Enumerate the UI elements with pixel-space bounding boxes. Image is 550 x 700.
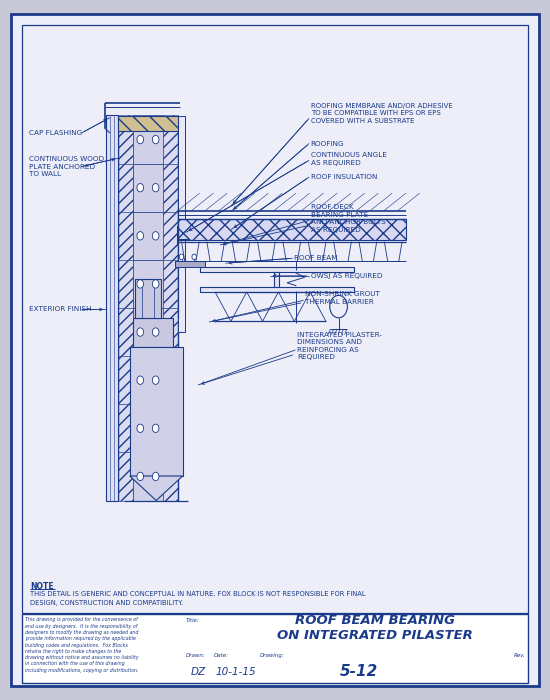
Circle shape	[152, 183, 159, 192]
Text: 5-12: 5-12	[340, 664, 378, 680]
Bar	[118, 116, 133, 164]
Bar	[163, 405, 178, 452]
Circle shape	[179, 254, 184, 260]
Text: NON-SHRINK GROUT
THERMAL BARRIER: NON-SHRINK GROUT THERMAL BARRIER	[305, 291, 380, 305]
Bar	[163, 452, 178, 500]
Text: ROOF DECK
BEARING PLATE
AND ANCHOR BOLTS
AS REQUIRED: ROOF DECK BEARING PLATE AND ANCHOR BOLTS…	[311, 204, 386, 232]
Bar	[118, 356, 133, 405]
Text: DZ: DZ	[191, 667, 206, 677]
Bar	[133, 212, 163, 260]
Bar	[163, 212, 178, 260]
Text: ROOFING MEMBRANE AND/OR ADHESIVE
TO BE COMPATIBLE WITH EPS OR EPS
COVERED WITH A: ROOFING MEMBRANE AND/OR ADHESIVE TO BE C…	[311, 103, 453, 124]
Bar	[130, 346, 183, 476]
Bar	[175, 261, 205, 267]
Circle shape	[192, 254, 196, 260]
Text: NOTE: NOTE	[30, 582, 54, 591]
Circle shape	[137, 183, 144, 192]
Text: DESIGN, CONSTRUCTION AND COMPATIBILITY.: DESIGN, CONSTRUCTION AND COMPATIBILITY.	[30, 600, 183, 606]
Polygon shape	[130, 476, 183, 500]
Text: ROOFING: ROOFING	[311, 141, 344, 146]
Text: CAP FLASHING: CAP FLASHING	[29, 130, 82, 136]
Bar	[274, 272, 279, 287]
Bar	[178, 219, 406, 240]
Bar	[163, 116, 178, 164]
Circle shape	[137, 135, 144, 143]
Text: Drawing:: Drawing:	[260, 653, 284, 658]
Bar	[163, 308, 178, 356]
Bar	[200, 267, 354, 272]
Bar	[118, 405, 133, 452]
Text: EXTERIOR FINISH: EXTERIOR FINISH	[29, 307, 91, 312]
Circle shape	[152, 135, 159, 143]
Text: ROOF BEAM BEARING: ROOF BEAM BEARING	[295, 614, 455, 627]
Bar	[118, 452, 133, 500]
Bar	[133, 405, 163, 452]
Bar	[133, 164, 163, 211]
Circle shape	[152, 376, 159, 384]
Circle shape	[137, 280, 144, 288]
Text: Drawn:: Drawn:	[185, 653, 205, 658]
Circle shape	[137, 376, 144, 384]
Text: INTEGRATED PILASTER-
DIMENSIONS AND
REINFORCING AS
REQUIRED: INTEGRATED PILASTER- DIMENSIONS AND REIN…	[297, 332, 382, 360]
Text: OWSJ AS REQUIRED: OWSJ AS REQUIRED	[311, 273, 382, 279]
Text: This drawing is provided for the convenience of
end use by designers.  It is the: This drawing is provided for the conveni…	[25, 617, 139, 673]
Circle shape	[137, 424, 144, 433]
Circle shape	[152, 328, 159, 336]
Circle shape	[152, 280, 159, 288]
Bar	[133, 260, 163, 308]
Circle shape	[137, 232, 144, 240]
Bar	[163, 356, 178, 405]
Bar	[106, 116, 118, 500]
Bar	[133, 318, 173, 346]
Bar	[163, 164, 178, 211]
Text: Title:: Title:	[185, 618, 199, 623]
Bar	[163, 260, 178, 308]
Text: Date:: Date:	[214, 653, 229, 658]
Bar	[135, 279, 161, 318]
Text: CONTINUOUS WOOD
PLATE ANCHORED
TO WALL: CONTINUOUS WOOD PLATE ANCHORED TO WALL	[29, 156, 104, 177]
Text: 10-1-15: 10-1-15	[215, 667, 256, 677]
Bar	[118, 260, 133, 308]
Bar	[118, 116, 178, 131]
Text: ROOF BEAM: ROOF BEAM	[294, 256, 338, 261]
Bar	[200, 287, 354, 292]
Circle shape	[152, 424, 159, 433]
Circle shape	[152, 232, 159, 240]
Bar	[22, 614, 528, 682]
Bar	[133, 452, 163, 500]
Bar	[133, 116, 163, 164]
Bar	[22, 25, 528, 612]
Text: ROOF INSULATION: ROOF INSULATION	[311, 174, 377, 180]
Bar	[178, 116, 185, 332]
Bar	[118, 212, 133, 260]
Circle shape	[137, 328, 144, 336]
Bar	[118, 308, 133, 356]
Bar	[133, 356, 163, 405]
Text: THIS DETAIL IS GENERIC AND CONCEPTUAL IN NATURE. FOX BLOCK IS NOT RESPONSIBLE FO: THIS DETAIL IS GENERIC AND CONCEPTUAL IN…	[30, 592, 366, 597]
Bar	[118, 164, 133, 211]
Text: CONTINUOUS ANGLE
AS REQUIRED: CONTINUOUS ANGLE AS REQUIRED	[311, 152, 387, 166]
Text: ON INTEGRATED PILASTER: ON INTEGRATED PILASTER	[277, 629, 473, 643]
Bar	[133, 308, 163, 356]
Circle shape	[152, 473, 159, 481]
Text: Rev.: Rev.	[514, 653, 525, 658]
Circle shape	[137, 473, 144, 481]
